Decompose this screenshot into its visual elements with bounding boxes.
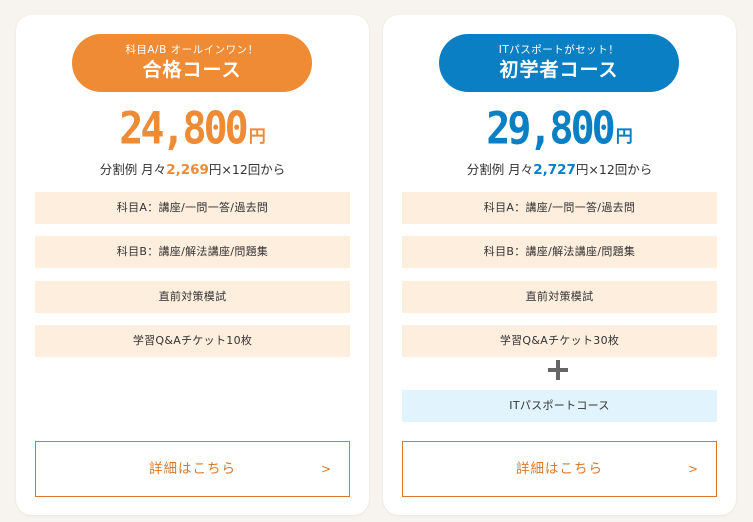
course-title-badge: 科目A/B オールインワン！ 合格コース (72, 34, 312, 92)
details-button-label: 詳細はこちら (516, 461, 603, 477)
course-title: 初学者コース (499, 59, 619, 81)
price-amount: 24,800 (119, 103, 248, 155)
feature-item: 学習Q&Aチケット30枚 (402, 325, 717, 357)
feature-item: 直前対策模試 (35, 281, 350, 313)
feature-item: 科目B：講座/解法講座/問題集 (402, 236, 717, 268)
details-button[interactable]: 詳細はこちら > (402, 441, 717, 497)
installment-amount: 2,269 (166, 162, 209, 178)
course-card-goukaku: 科目A/B オールインワン！ 合格コース 24,800 円 分割例 月々2,269… (16, 15, 369, 515)
feature-item-it-passport: ITパスポートコース (402, 390, 717, 422)
installment-example: 分割例 月々2,269円×12回から (16, 159, 369, 178)
installment-suffix: 円×12回から (575, 162, 653, 177)
plus-icon (548, 360, 568, 380)
price-unit: 円 (615, 127, 633, 147)
price: 29,800 円 (383, 103, 736, 155)
installment-prefix: 分割例 月々 (466, 162, 534, 177)
installment-prefix: 分割例 月々 (99, 162, 167, 177)
details-button-label: 詳細はこちら (149, 461, 236, 477)
price-unit: 円 (248, 127, 266, 147)
chevron-right-icon: > (320, 462, 331, 476)
course-card-beginner: ITパスポートがセット！ 初学者コース 29,800 円 分割例 月々2,727円… (383, 15, 736, 515)
price-amount: 29,800 (486, 103, 615, 155)
feature-item: 科目A：講座/一問一答/過去問 (402, 192, 717, 224)
feature-item: 科目B：講座/解法講座/問題集 (35, 236, 350, 268)
feature-item: 直前対策模試 (402, 281, 717, 313)
installment-example: 分割例 月々2,727円×12回から (383, 159, 736, 178)
price: 24,800 円 (16, 103, 369, 155)
feature-item: 科目A：講座/一問一答/過去問 (35, 192, 350, 224)
installment-suffix: 円×12回から (208, 162, 286, 177)
details-button[interactable]: 詳細はこちら > (35, 441, 350, 497)
installment-amount: 2,727 (533, 162, 576, 178)
course-title: 合格コース (142, 59, 242, 81)
feature-item: 学習Q&Aチケット10枚 (35, 325, 350, 357)
course-subtitle: ITパスポートがセット！ (498, 44, 620, 56)
course-title-badge: ITパスポートがセット！ 初学者コース (439, 34, 679, 92)
chevron-right-icon: > (687, 462, 698, 476)
course-subtitle: 科目A/B オールインワン！ (125, 44, 259, 56)
